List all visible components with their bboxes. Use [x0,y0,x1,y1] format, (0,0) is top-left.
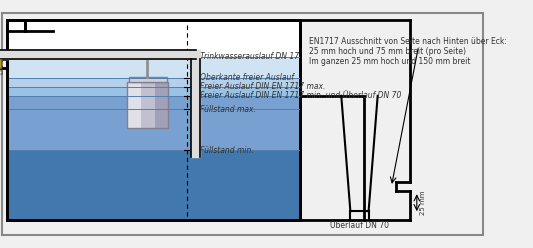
Bar [0,59,1,68]
Text: EN1717 Ausschnitt von Seite nach Hinten über Eck:
25 mm hoch und 75 mm breit (pr: EN1717 Ausschnitt von Seite nach Hinten … [310,37,507,66]
Text: Überlauf DN 70: Überlauf DN 70 [330,221,389,230]
Text: Freier Auslauf DIN EN 1717 min. und Überlauf DN 70: Freier Auslauf DIN EN 1717 min. und Über… [200,91,401,100]
Text: Freier Auslauf DIN EN 1717 max.: Freier Auslauf DIN EN 1717 max. [200,82,326,91]
Bar [127,82,141,128]
Bar [9,150,298,219]
Text: Füllstand min.: Füllstand min. [200,146,254,155]
Bar [9,87,298,96]
Text: 0: 0 [191,148,195,153]
Text: 34: 34 [191,75,198,80]
Bar [129,77,166,82]
Bar [9,57,298,78]
Text: 22: 22 [191,107,198,112]
Text: 15: 15 [191,84,198,89]
Bar [9,96,298,150]
FancyBboxPatch shape [7,20,300,220]
Text: Oberkante freier Auslauf: Oberkante freier Auslauf [200,73,294,82]
Text: 13/14: 13/14 [191,93,207,98]
Text: DN 17: DN 17 [1,54,5,74]
Text: 25 mm: 25 mm [419,191,425,216]
Text: Trinkwasserauslauf DN 17: Trinkwasserauslauf DN 17 [200,52,300,61]
Bar [9,78,298,87]
Polygon shape [191,50,200,59]
Bar [141,82,155,128]
Text: Füllstand max.: Füllstand max. [200,105,256,114]
Text: 70: 70 [191,54,198,59]
Bar [155,82,168,128]
Bar [127,82,168,128]
